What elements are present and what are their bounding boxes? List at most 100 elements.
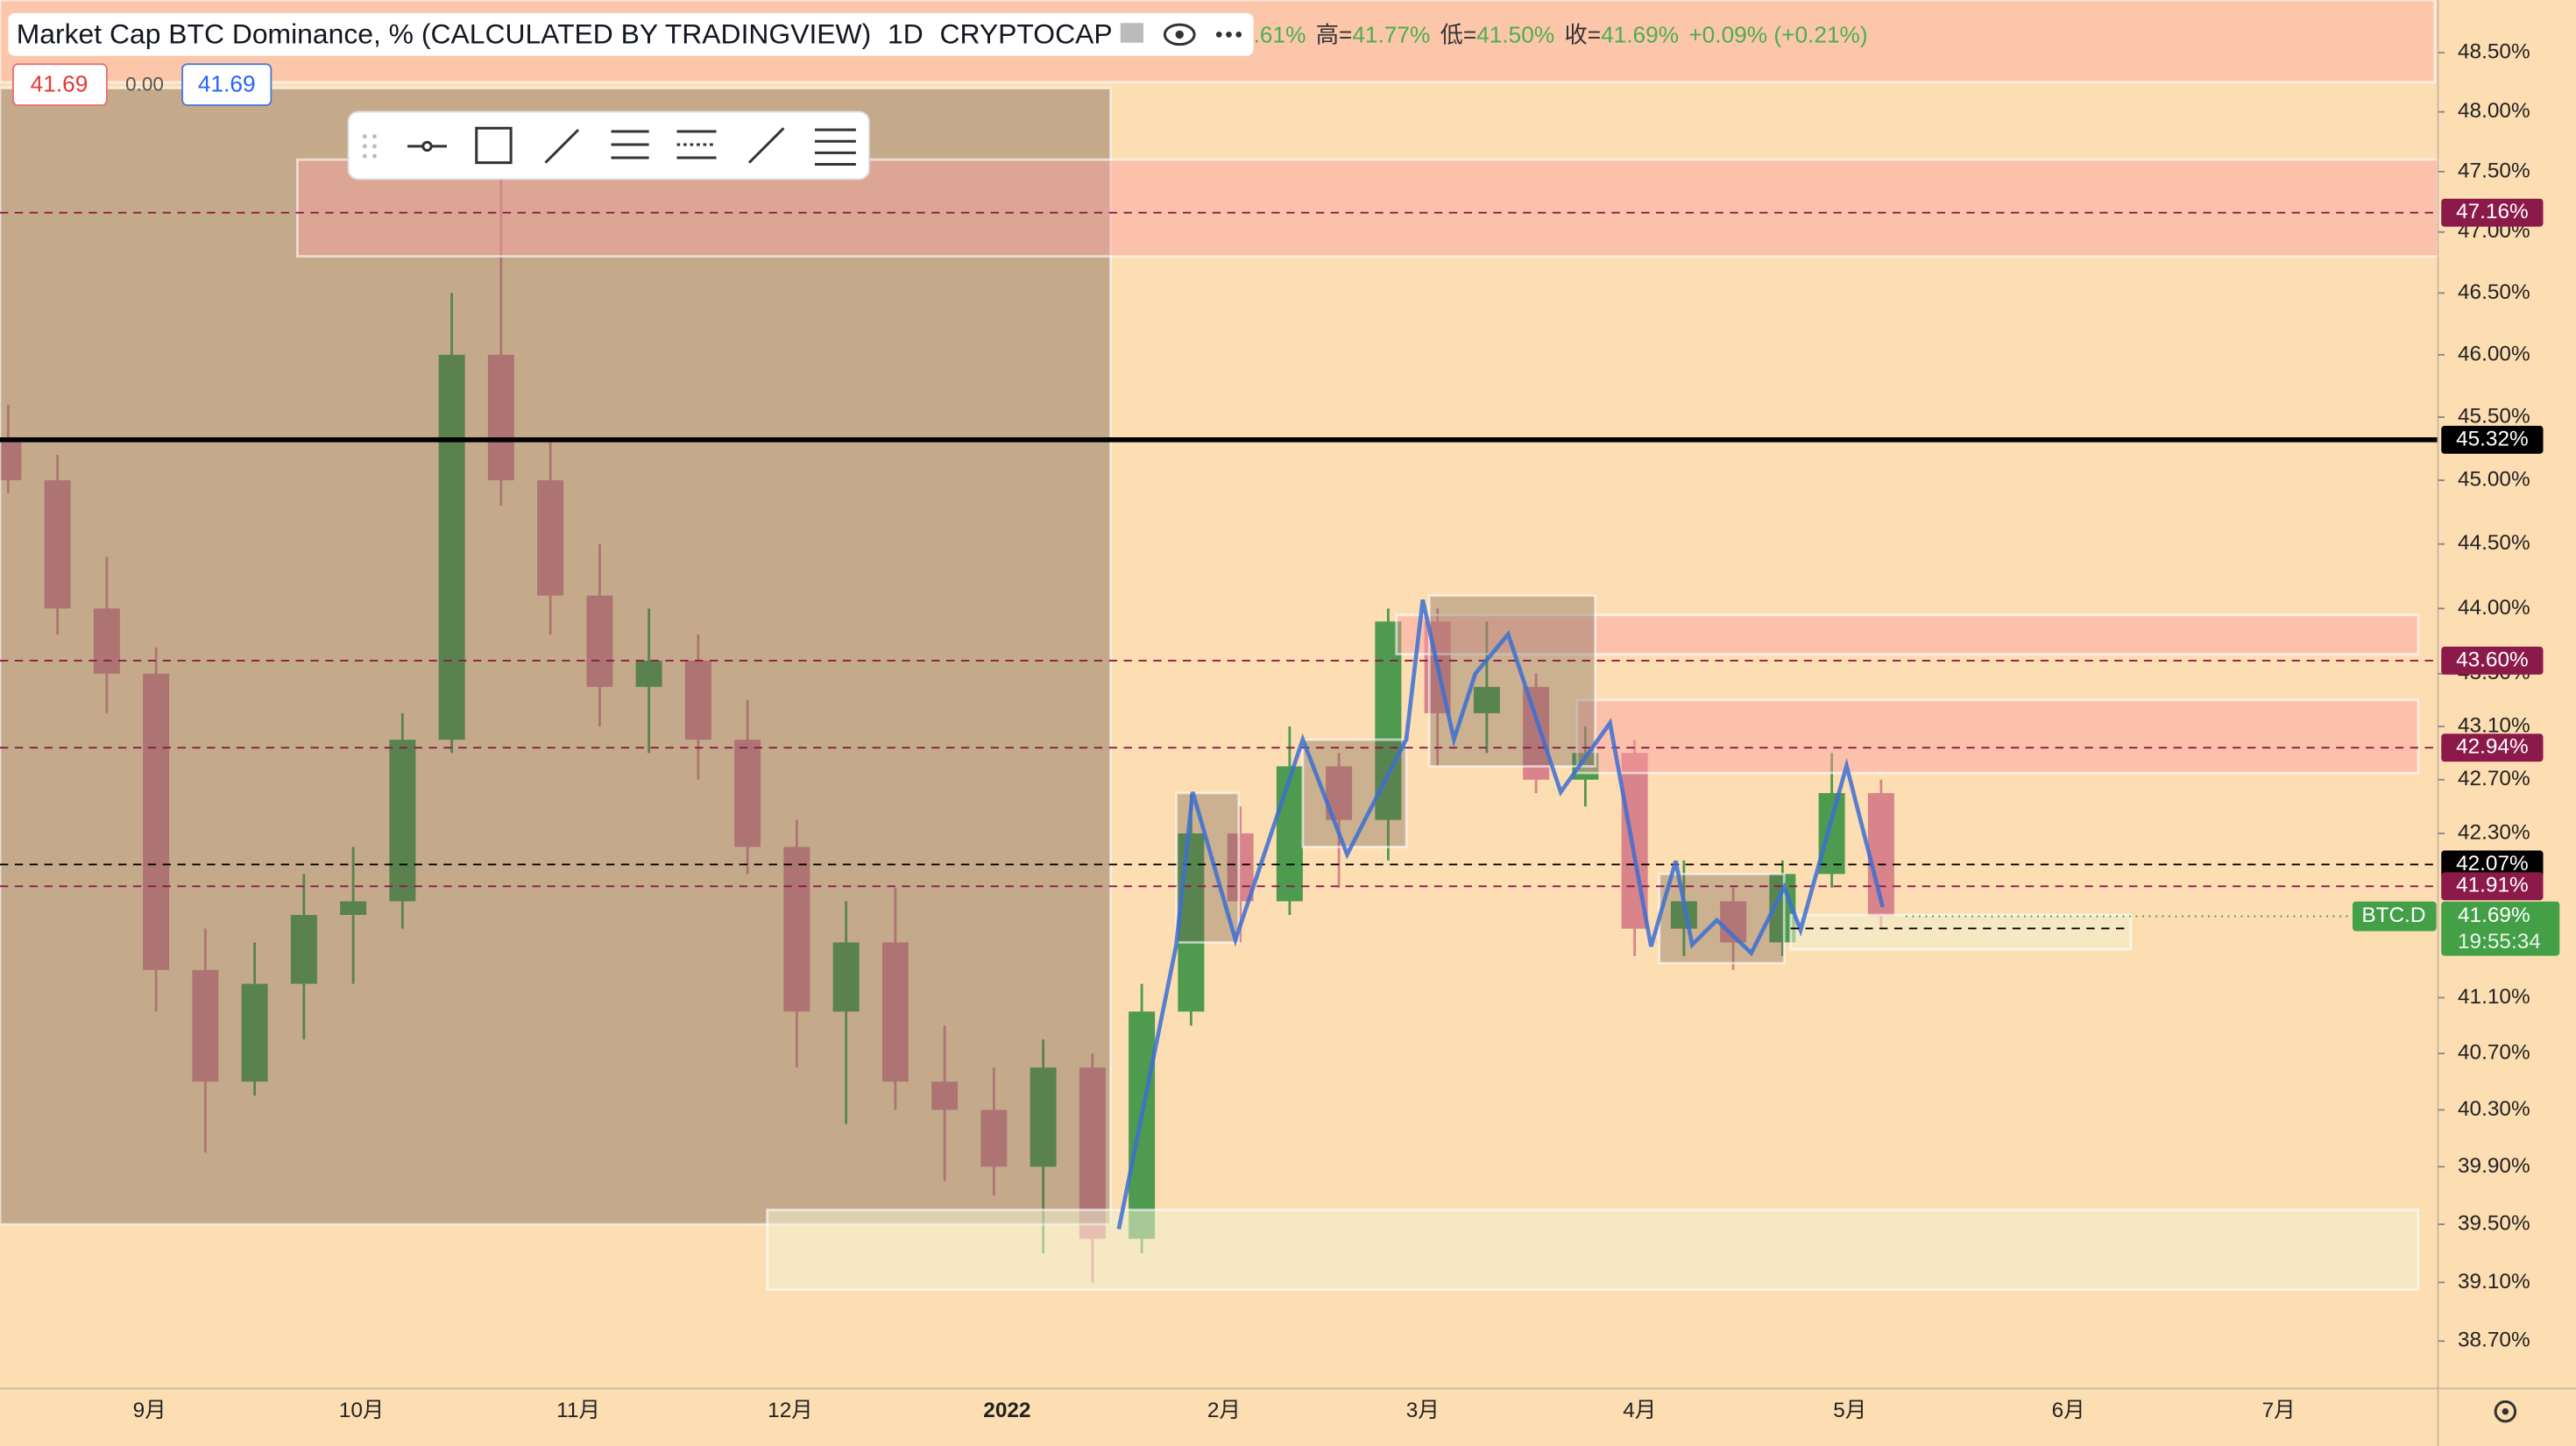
candle-body xyxy=(537,479,564,596)
candle-body xyxy=(44,479,71,609)
candle-body xyxy=(0,442,22,480)
y-tick-label: 40.70% xyxy=(2458,1041,2530,1065)
candle-body xyxy=(881,942,909,1082)
legend-change: +0.09% (+0.21%) xyxy=(1688,21,1867,47)
y-tick-label: 39.10% xyxy=(2458,1270,2530,1294)
legend-key: 低= xyxy=(1440,21,1477,47)
drag-handle[interactable] xyxy=(362,134,377,159)
candle-body xyxy=(241,983,268,1082)
interval[interactable]: 1D xyxy=(888,18,924,50)
candle-body xyxy=(143,673,170,970)
x-tick-label: 2月 xyxy=(1207,1399,1241,1422)
x-tick-label: 4月 xyxy=(1623,1399,1656,1422)
tool-fib[interactable] xyxy=(611,130,649,159)
tool-trend-line[interactable] xyxy=(544,129,580,164)
candle-body xyxy=(586,595,613,687)
ohlc-legend: .61% 高=41.77% 低=41.50% 收=41.69% +0.09% (+0.2… xyxy=(1254,21,1868,47)
visibility-icon-pupil xyxy=(1175,30,1184,39)
y-tick-label: 39.90% xyxy=(2458,1154,2530,1178)
input-box[interactable] xyxy=(181,63,272,106)
candle-body xyxy=(290,915,317,984)
candle-body xyxy=(1276,766,1303,902)
plot-area xyxy=(0,0,2439,1292)
zone xyxy=(1789,913,2133,951)
legend-value: 41.50% xyxy=(1476,21,1554,47)
y-tick-label: 42.70% xyxy=(2458,767,2530,790)
tool-rectangle[interactable] xyxy=(475,126,513,165)
input-box[interactable] xyxy=(12,63,108,106)
price-line-label: 45.32% xyxy=(2456,427,2529,450)
x-tick-label: 6月 xyxy=(2052,1399,2085,1422)
candle-body xyxy=(192,969,219,1082)
tool-settings[interactable] xyxy=(676,130,717,159)
flag-icon[interactable] xyxy=(1120,23,1143,43)
legend-value: 41.69% xyxy=(1601,21,1679,47)
legend-key: 收= xyxy=(1564,21,1601,47)
symbol-label: BTC.D xyxy=(2361,904,2425,927)
symbol-title: Market Cap BTC Dominance, % (CALCULATED … xyxy=(17,18,872,50)
price-line-label: 42.94% xyxy=(2456,735,2529,759)
symbol-label-bg xyxy=(2353,901,2437,932)
header-bg xyxy=(8,13,1254,56)
candle-body xyxy=(832,942,860,1012)
candle-body xyxy=(980,1109,1008,1167)
tool-horizontal-ray[interactable] xyxy=(407,140,447,152)
x-tick-label: 9月 xyxy=(133,1399,166,1422)
y-tick-label: 41.10% xyxy=(2458,985,2530,1009)
last-price-label: 41.69% xyxy=(2458,904,2530,927)
y-tick-label: 46.50% xyxy=(2458,280,2530,304)
settings-icon[interactable] xyxy=(2494,1400,2517,1423)
candle-body xyxy=(389,740,416,902)
last-price-label-bg xyxy=(2441,901,2560,956)
candle-body xyxy=(93,608,120,674)
time-axis: 9月 10月 11月 12月 2022 2月 3月 4月 5月 6月 7月 xyxy=(133,1399,2296,1422)
candle-body xyxy=(1227,833,1254,902)
candle-body xyxy=(487,354,514,480)
visibility-icon[interactable] xyxy=(1163,23,1196,46)
price-line-label: 43.60% xyxy=(2456,648,2529,671)
header-title: Market Cap BTC Dominance, % (CALCULATED … xyxy=(17,18,1113,50)
tool-brush[interactable] xyxy=(747,127,785,164)
price-line-label: 47.16% xyxy=(2456,200,2529,223)
candle-body xyxy=(783,847,810,1012)
price-line-label-bg xyxy=(2441,425,2544,454)
price-line-label: 41.91% xyxy=(2456,874,2529,897)
price-line-label-bg xyxy=(2441,872,2544,901)
y-tick-label: 45.50% xyxy=(2458,404,2530,428)
zone xyxy=(1427,594,1597,768)
y-tick-label: 44.00% xyxy=(2458,596,2530,620)
candle-body xyxy=(931,1081,959,1110)
x-tick-label: 11月 xyxy=(556,1399,600,1422)
x-tick-label: 5月 xyxy=(1833,1399,1866,1422)
drawing-toolbar xyxy=(347,110,870,181)
zone xyxy=(1575,698,2420,775)
zone xyxy=(1395,613,2420,656)
y-tick-label: 40.30% xyxy=(2458,1097,2530,1121)
candle-body xyxy=(1523,686,1550,780)
legend-key: 高= xyxy=(1316,21,1353,47)
trend-drawing xyxy=(1116,599,1886,1230)
price-axis: 48.50%48.00%47.50%47.00%46.50%46.00%45.5… xyxy=(2353,40,2560,1352)
input-value: 41.69 xyxy=(31,70,88,96)
x-tick-label: 3月 xyxy=(1406,1399,1440,1422)
price-line-label: 42.07% xyxy=(2456,852,2529,875)
candle-body xyxy=(684,660,711,741)
x-tick-label: 12月 xyxy=(768,1399,812,1422)
zone xyxy=(1301,738,1408,848)
legend-value: .61% xyxy=(1254,21,1306,47)
y-tick-label: 38.70% xyxy=(2458,1329,2530,1352)
y-tick-label: 43.10% xyxy=(2458,713,2530,737)
more-icon[interactable] xyxy=(1215,32,1242,38)
candle-body xyxy=(734,740,761,847)
price-line-label-bg xyxy=(2441,646,2544,675)
y-tick-label: 44.50% xyxy=(2458,531,2530,555)
x-tick-label: 2022 xyxy=(983,1399,1030,1422)
candle-body xyxy=(1473,686,1500,713)
tool-more[interactable] xyxy=(815,128,856,166)
candle-body xyxy=(438,354,465,741)
candle-body xyxy=(1818,792,1845,875)
x-tick-label: 7月 xyxy=(2262,1399,2296,1422)
